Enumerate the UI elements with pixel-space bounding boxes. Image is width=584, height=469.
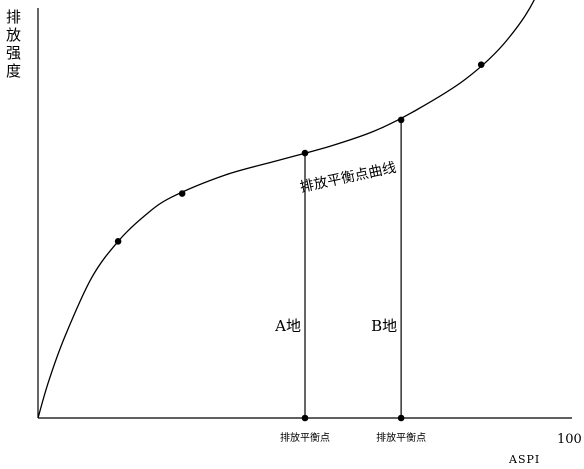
- region-lines: [301, 117, 405, 422]
- curve-point: [397, 116, 405, 124]
- curve-point: [114, 238, 122, 245]
- x-tick-label: 排放平衡点: [280, 431, 330, 444]
- region-label: B地: [371, 317, 397, 335]
- x-tick-label: 排放平衡点: [376, 431, 426, 444]
- axis-point: [397, 414, 405, 422]
- y-axis-label-char: 强: [6, 44, 21, 62]
- curve-point: [301, 149, 309, 157]
- y-axis-label-char: 度: [6, 62, 21, 80]
- axis-point: [301, 414, 309, 422]
- region-label: A地: [274, 317, 301, 335]
- x-axis-label: ASPI: [508, 453, 540, 466]
- region-labels: A地 B地: [274, 317, 397, 335]
- curve-point: [178, 190, 186, 197]
- curve-points: [114, 61, 485, 245]
- curve-point: [477, 61, 485, 69]
- x-axis-end-label: 100: [557, 432, 582, 447]
- y-axis-label-char: 放: [6, 26, 21, 44]
- y-axis-label-char: 排: [6, 8, 21, 26]
- emission-balance-curve: [37, 0, 535, 419]
- x-tick-labels: 排放平衡点 排放平衡点: [280, 431, 426, 444]
- curve-label: 排放平衡点曲线: [299, 160, 398, 196]
